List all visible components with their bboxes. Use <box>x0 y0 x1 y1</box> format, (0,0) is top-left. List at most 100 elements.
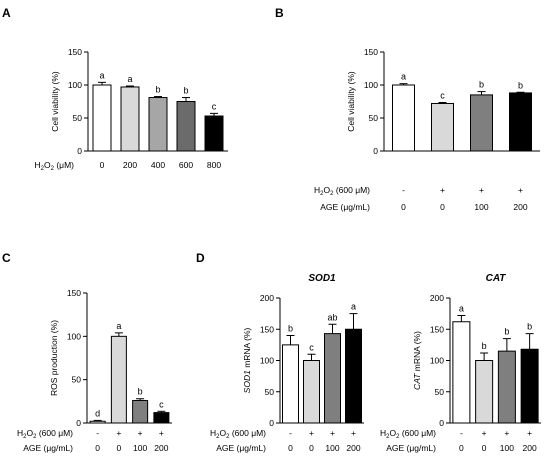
condition-row-label: AGE (μg/mL) <box>386 443 436 453</box>
bar <box>282 344 299 424</box>
condition-value: - <box>460 428 463 438</box>
condition-value: - <box>402 185 405 195</box>
significance-letter: b <box>479 80 484 90</box>
bar <box>324 333 341 424</box>
condition-value: 0 <box>459 443 464 453</box>
bar <box>176 101 196 152</box>
condition-value: 0 <box>100 160 105 170</box>
y-tick-label: 150 <box>260 324 274 334</box>
chart-d-sod1: 0 50 100 150 200 SOD1 mRNA (%) SOD1 b c ab a H2O2 (… <box>210 273 364 453</box>
condition-value: + <box>479 185 484 195</box>
condition-value: + <box>518 185 523 195</box>
panel-label-a: A <box>2 6 11 20</box>
condition-value: 200 <box>346 443 360 453</box>
condition-row-label: H2O2 (600 μM) <box>17 428 73 440</box>
bar <box>153 412 170 424</box>
y-tick-label: 200 <box>260 293 274 303</box>
y-tick-label: 100 <box>68 80 82 90</box>
condition-row-label: AGE (μg/mL) <box>216 443 266 453</box>
condition-value: 0 <box>288 443 293 453</box>
bar <box>148 97 168 152</box>
chart-c: 0 50 100 150 ROS production (%) d a b c H2O2 (600… <box>17 288 172 453</box>
y-axis-label: Cell viability (%) <box>50 71 60 132</box>
significance-letter: b <box>183 86 188 96</box>
significance-letter: b <box>504 327 509 337</box>
condition-value: 600 <box>179 160 193 170</box>
y-tick-label: 0 <box>76 418 81 428</box>
condition-row-label: AGE (μg/mL) <box>23 443 73 453</box>
condition-row-label: AGE (μg/mL) <box>320 202 370 212</box>
bar <box>470 94 493 152</box>
significance-letter: a <box>127 74 132 84</box>
y-axis-label: SOD1 mRNA (%) <box>242 328 252 394</box>
condition-value: 100 <box>325 443 339 453</box>
bar <box>520 348 539 424</box>
condition-row-label: H2O2 (600 μM) <box>210 428 266 440</box>
condition-value: 0 <box>482 443 487 453</box>
significance-letter: c <box>309 342 314 352</box>
y-tick-label: 0 <box>439 418 444 428</box>
bar <box>204 115 224 152</box>
condition-row-label: H2O2 (600 μM) <box>314 185 370 197</box>
y-tick-label: 50 <box>435 387 445 397</box>
y-tick-label: 150 <box>430 324 444 334</box>
condition-value: 200 <box>513 202 527 212</box>
significance-letter: a <box>351 302 356 312</box>
condition-row-label: H2O2 (600 μM) <box>380 428 436 440</box>
condition-value: 100 <box>500 443 514 453</box>
bar <box>392 84 415 152</box>
y-axis-label: ROS production (%) <box>49 320 59 396</box>
y-tick-label: 50 <box>265 387 275 397</box>
condition-value: 200 <box>523 443 537 453</box>
y-tick-label: 150 <box>68 47 82 57</box>
significance-letter: a <box>116 321 121 331</box>
condition-value: + <box>482 428 487 438</box>
y-tick-label: 50 <box>369 113 379 123</box>
condition-value: + <box>159 428 164 438</box>
significance-letter: a <box>459 304 464 314</box>
bar <box>345 328 362 424</box>
panel-label-c: C <box>2 251 11 265</box>
chart-title: SOD1 <box>308 273 336 284</box>
condition-value: + <box>309 428 314 438</box>
bar <box>92 84 112 152</box>
y-tick-label: 200 <box>430 293 444 303</box>
y-axis-label: CAT mRNA (%) <box>412 331 422 390</box>
chart-d-cat: 0 50 100 150 200 CAT mRNA (%) CAT a b b b H2O2 (600… <box>380 273 541 453</box>
y-tick-label: 150 <box>364 47 378 57</box>
significance-letter: b <box>518 80 523 90</box>
significance-letter: d <box>95 408 100 418</box>
bar <box>452 321 471 424</box>
condition-value: 100 <box>474 202 488 212</box>
bar <box>120 86 140 152</box>
condition-row-label: H2O2 (μM) <box>35 160 75 172</box>
chart-a: 0 50 100 150 Cell viability (%) a a b b c H2O2 (μM… <box>35 47 228 172</box>
y-tick-label: 50 <box>73 113 83 123</box>
significance-letter: ab <box>327 312 337 322</box>
significance-letter: a <box>99 70 104 80</box>
condition-value: - <box>96 428 99 438</box>
condition-value: 200 <box>154 443 168 453</box>
panel-label-d: D <box>196 251 205 265</box>
bar <box>303 360 320 424</box>
condition-value: + <box>504 428 509 438</box>
bar <box>475 360 494 424</box>
condition-value: 0 <box>309 443 314 453</box>
y-tick-label: 150 <box>67 288 81 298</box>
significance-letter: c <box>440 90 445 100</box>
condition-value: 200 <box>123 160 137 170</box>
condition-value: + <box>351 428 356 438</box>
significance-letter: b <box>288 324 293 334</box>
significance-letter: b <box>482 341 487 351</box>
chart-title: CAT <box>486 273 507 284</box>
condition-value: 0 <box>401 202 406 212</box>
y-tick-label: 0 <box>269 418 274 428</box>
significance-letter: c <box>212 101 217 111</box>
condition-value: 100 <box>133 443 147 453</box>
condition-value: 0 <box>440 202 445 212</box>
condition-value: - <box>289 428 292 438</box>
bar <box>89 420 106 424</box>
significance-letter: c <box>159 399 164 409</box>
significance-letter: b <box>155 85 160 95</box>
y-axis-label: Cell viability (%) <box>346 71 356 132</box>
